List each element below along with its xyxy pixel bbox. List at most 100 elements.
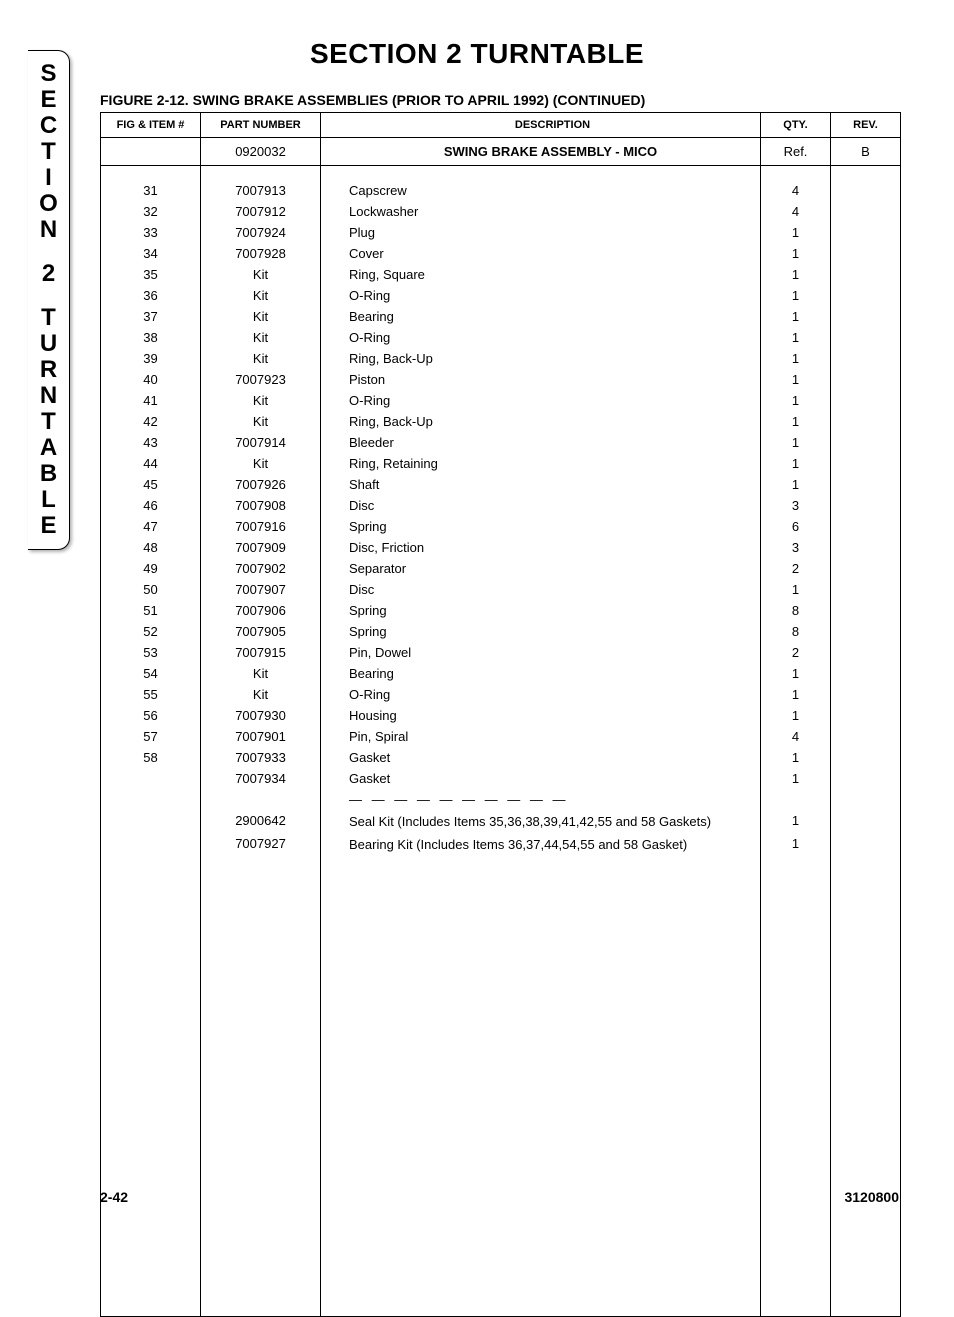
separator-row: — — — — — — — — — — <box>101 789 901 810</box>
table-cell: 41 <box>101 390 201 411</box>
table-cell: 56 <box>101 705 201 726</box>
table-cell: Spring <box>321 600 761 621</box>
sidebar-letter: U <box>28 331 69 357</box>
col-header-part: PART NUMBER <box>201 113 321 138</box>
table-cell: 1 <box>761 453 831 474</box>
sidebar-letter: C <box>28 113 69 139</box>
table-cell: 2 <box>761 558 831 579</box>
table-cell <box>831 453 901 474</box>
table-cell: Capscrew <box>321 180 761 201</box>
table-cell <box>101 857 201 1317</box>
table-cell: 7007926 <box>201 474 321 495</box>
table-row: 487007909Disc, Friction3 <box>101 537 901 558</box>
table-cell: 1 <box>761 222 831 243</box>
table-cell: 38 <box>101 327 201 348</box>
table-cell: Gasket <box>321 768 761 789</box>
table-cell: 7007933 <box>201 747 321 768</box>
table-row: 44KitRing, Retaining1 <box>101 453 901 474</box>
table-row: 587007933Gasket1 <box>101 747 901 768</box>
table-cell: Gasket <box>321 747 761 768</box>
table-row: 7007934Gasket1 <box>101 768 901 789</box>
table-cell: Pin, Spiral <box>321 726 761 747</box>
sidebar-letter: T <box>28 139 69 165</box>
table-cell: O-Ring <box>321 684 761 705</box>
sidebar-letter: N <box>28 217 69 243</box>
table-cell: 1 <box>761 411 831 432</box>
table-cell: O-Ring <box>321 327 761 348</box>
table-cell: 3 <box>761 537 831 558</box>
table-cell: 4 <box>761 180 831 201</box>
table-row: 35KitRing, Square1 <box>101 264 901 285</box>
table-cell: 48 <box>101 537 201 558</box>
table-cell: Kit <box>201 390 321 411</box>
table-cell <box>831 201 901 222</box>
table-cell: 37 <box>101 306 201 327</box>
table-cell: B <box>831 138 901 166</box>
col-header-rev: REV. <box>831 113 901 138</box>
table-cell: Kit <box>201 264 321 285</box>
table-cell <box>831 495 901 516</box>
table-cell: Disc, Friction <box>321 537 761 558</box>
table-cell: 34 <box>101 243 201 264</box>
table-cell: 1 <box>761 810 831 834</box>
table-cell: 1 <box>761 306 831 327</box>
table-cell <box>831 166 901 180</box>
table-cell: Bearing Kit (Includes Items 36,37,44,54,… <box>321 833 761 857</box>
table-cell: 0920032 <box>201 138 321 166</box>
table-cell <box>101 833 201 857</box>
table-cell <box>831 558 901 579</box>
table-cell: 33 <box>101 222 201 243</box>
table-cell: Disc <box>321 495 761 516</box>
table-cell <box>831 747 901 768</box>
table-row: 467007908Disc3 <box>101 495 901 516</box>
table-cell <box>831 222 901 243</box>
sidebar-letter: 2 <box>28 261 69 287</box>
table-cell <box>831 789 901 810</box>
table-row: 41KitO-Ring1 <box>101 390 901 411</box>
table-row: 497007902Separator2 <box>101 558 901 579</box>
table-cell: Bearing <box>321 306 761 327</box>
table-cell: 57 <box>101 726 201 747</box>
table-cell <box>831 411 901 432</box>
table-cell: 44 <box>101 453 201 474</box>
table-cell: O-Ring <box>321 285 761 306</box>
table-cell: 7007901 <box>201 726 321 747</box>
table-row: 567007930Housing1 <box>101 705 901 726</box>
table-cell <box>831 327 901 348</box>
sidebar-section-tab: SECTION2TURNTABLE <box>28 50 70 550</box>
table-cell <box>831 663 901 684</box>
table-row: 7007927Bearing Kit (Includes Items 36,37… <box>101 833 901 857</box>
table-cell: 4 <box>761 726 831 747</box>
table-cell: 7007924 <box>201 222 321 243</box>
table-cell <box>831 537 901 558</box>
table-cell: 45 <box>101 474 201 495</box>
table-row: 54KitBearing1 <box>101 663 901 684</box>
table-cell: Kit <box>201 285 321 306</box>
table-cell: 54 <box>101 663 201 684</box>
table-cell: 1 <box>761 663 831 684</box>
table-cell: 32 <box>101 201 201 222</box>
table-cell: 1 <box>761 747 831 768</box>
table-cell: 2 <box>761 642 831 663</box>
table-cell: 47 <box>101 516 201 537</box>
table-cell: 7007914 <box>201 432 321 453</box>
table-cell: 49 <box>101 558 201 579</box>
table-cell <box>761 857 831 1317</box>
table-cell: 6 <box>761 516 831 537</box>
sidebar-letter: T <box>28 305 69 331</box>
table-cell <box>101 166 201 180</box>
figure-caption: FIGURE 2-12. SWING BRAKE ASSEMBLIES (PRI… <box>100 92 954 108</box>
table-row: 537007915Pin, Dowel2 <box>101 642 901 663</box>
table-cell: Ref. <box>761 138 831 166</box>
table-cell: Pin, Dowel <box>321 642 761 663</box>
table-cell: Spring <box>321 621 761 642</box>
table-cell <box>831 579 901 600</box>
table-cell: O-Ring <box>321 390 761 411</box>
sidebar-spacer <box>28 243 69 261</box>
table-cell: 1 <box>761 285 831 306</box>
table-cell <box>831 390 901 411</box>
table-cell: 3 <box>761 495 831 516</box>
table-row: 507007907Disc1 <box>101 579 901 600</box>
sidebar-letter: A <box>28 435 69 461</box>
table-cell <box>761 166 831 180</box>
